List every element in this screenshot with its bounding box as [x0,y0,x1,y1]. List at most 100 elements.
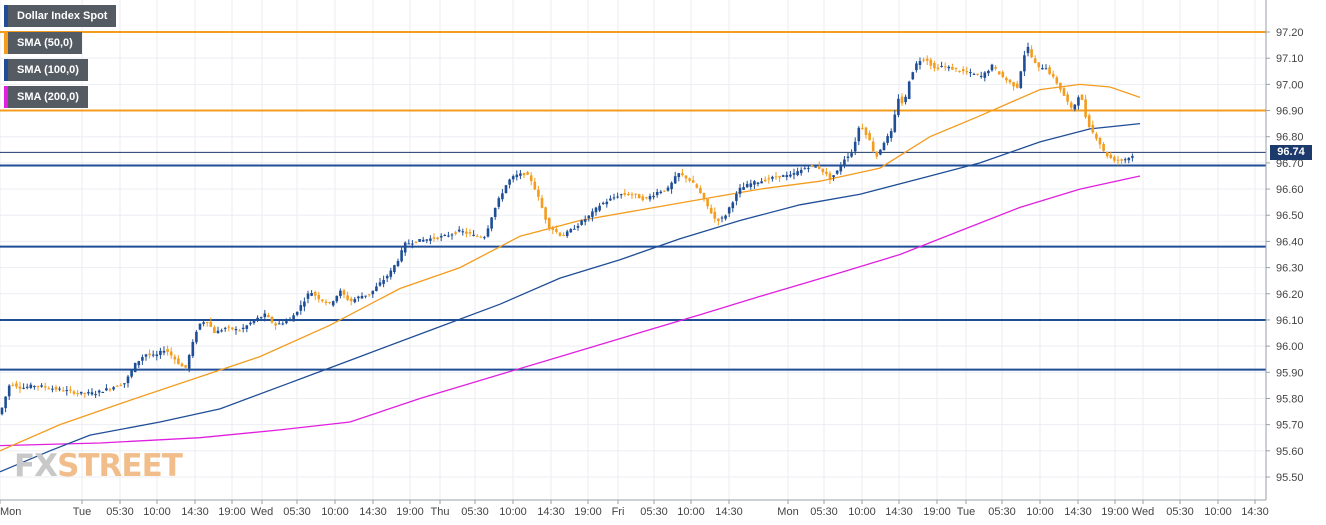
candle-body [249,322,252,325]
candle-body [814,166,817,168]
candle-body [1105,152,1109,157]
candle-body [810,165,814,167]
candle-body [1066,94,1069,102]
candle-body [385,276,389,279]
candle-body [742,187,745,190]
candle-body [1095,133,1098,139]
x-tick-label: 19:00 [218,506,246,518]
candle-body [763,179,767,182]
candle-body [285,321,288,324]
candle-body [303,301,306,307]
candle-body [69,389,72,391]
candle-body [1019,71,1023,88]
candle-body [929,59,933,66]
candle-body [1001,72,1005,78]
candle-body [573,228,576,230]
candle-body [94,394,97,396]
candle-body [79,391,83,394]
candle-body [414,241,418,243]
candle-body [677,173,681,178]
candle-body [400,250,403,262]
candle-body [393,265,396,272]
candle-body [846,156,850,158]
candle-body [432,237,436,239]
candle-body [396,261,400,266]
candle-body [691,180,695,183]
y-tick-label: 95.70 [1276,420,1304,432]
candle-body [468,232,472,234]
x-tick-label: 05:30 [106,506,134,518]
y-tick-label: 95.60 [1276,446,1304,458]
candle-body [655,192,659,196]
candle-body [756,182,760,184]
x-tick-label: Mon [0,506,21,518]
x-tick-label: Tue [73,506,92,518]
candle-body [295,311,299,315]
candle-body [1120,159,1123,161]
candle-body [684,175,688,179]
last-price-tag: 96.74 [1270,145,1312,160]
candle-body [209,321,213,327]
candle-body [87,392,90,394]
x-tick-label: 10:00 [848,506,876,518]
candle-body [36,386,40,387]
candle-body [659,191,663,193]
candle-body [187,355,191,369]
x-tick-label: Thu [431,506,450,518]
candle-body [983,72,987,78]
candle-body [1051,73,1055,77]
legend-item: SMA (200,0) [4,86,88,108]
candle-body [457,229,461,232]
candle-body [976,73,979,75]
y-tick-label: 96.70 [1276,158,1304,170]
x-tick-label: Mon [777,506,798,518]
candle-body [965,71,969,73]
candle-body [702,193,706,199]
x-tick-label: 14:30 [885,506,913,518]
candle-body [839,166,843,172]
x-tick-label: 10:00 [321,506,349,518]
candle-body [245,325,249,329]
candle-body [1077,97,1080,106]
candle-body [119,385,123,387]
x-tick-label: 05:30 [810,506,838,518]
candle-body [587,215,591,219]
candle-body [652,195,655,198]
candle-body [1012,82,1015,87]
candle-body [321,299,324,302]
candle-body [1131,156,1134,158]
candle-body [1062,88,1066,96]
candle-body [695,184,699,188]
candle-body [1087,115,1091,127]
y-tick-label: 96.50 [1276,210,1304,222]
candle-body [774,176,778,178]
candle-body [598,205,601,211]
candle-body [1069,102,1073,108]
candle-body [15,383,18,387]
x-tick-label: Tue [957,506,976,518]
y-tick-label: 96.60 [1276,184,1304,196]
candle-body [886,136,889,143]
candle-body [1116,159,1120,161]
candle-body [767,178,771,180]
candle-body [943,66,947,68]
candle-body [173,356,177,360]
candle-body [979,75,983,77]
candle-body [969,72,972,74]
candle-body [429,238,432,241]
candle-body [475,235,479,237]
candle-body [533,181,537,190]
candle-body [511,176,515,180]
axes [0,0,1267,501]
candle-body [817,166,821,169]
candle-body [828,173,832,180]
candle-body [616,196,619,198]
candle-body [799,169,803,174]
candle-body [569,229,573,233]
candle-body [738,187,742,194]
candle-body [936,67,940,69]
candle-body [43,386,47,388]
candle-body [126,376,130,384]
x-tick-label: 14:30 [715,506,743,518]
